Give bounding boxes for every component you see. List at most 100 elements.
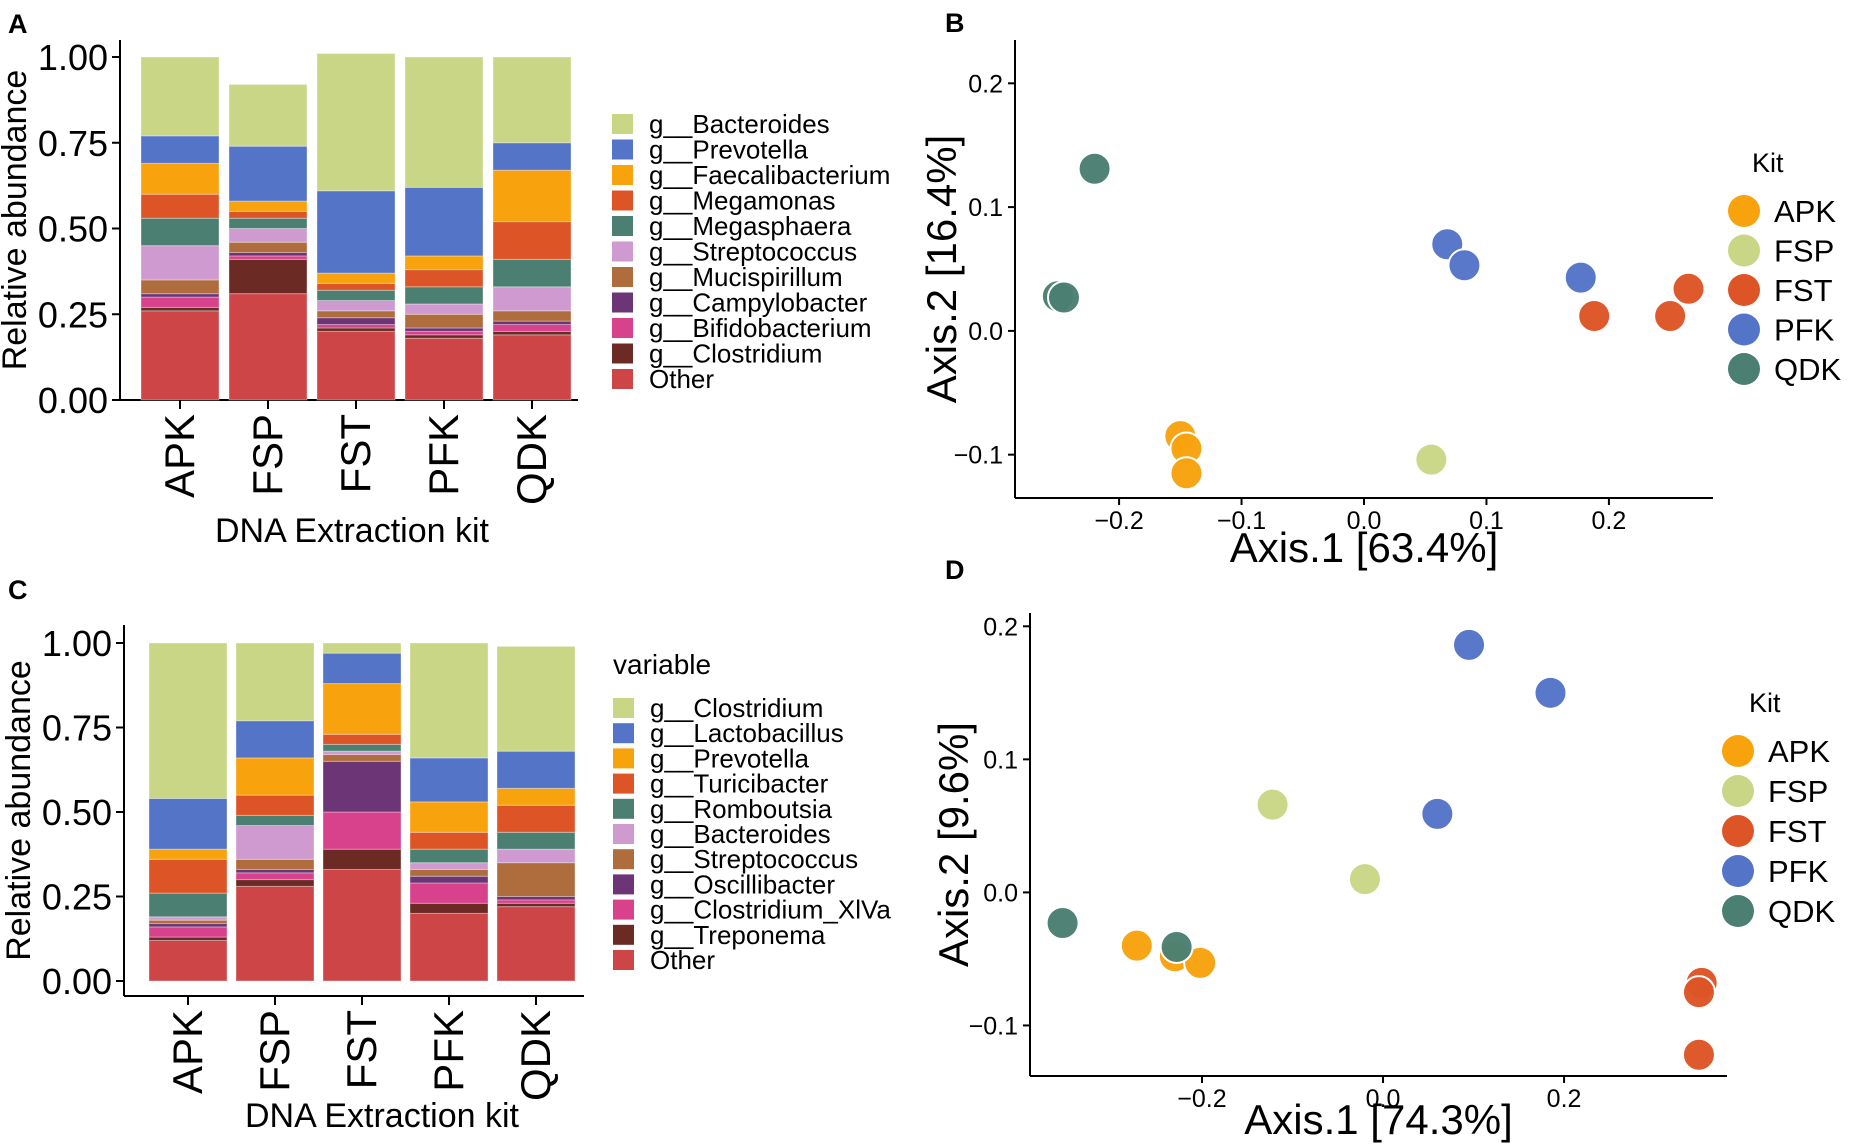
bar-segment bbox=[409, 757, 489, 803]
legend-swatch bbox=[613, 723, 634, 744]
legend-label: PFK bbox=[1774, 313, 1835, 348]
scatter-point-fst bbox=[1577, 299, 1612, 334]
bar-segment bbox=[148, 939, 228, 982]
legend-swatch bbox=[612, 114, 633, 134]
scatter-point-pfk bbox=[1420, 796, 1455, 831]
y-tick-label: 0.00 bbox=[42, 961, 112, 1002]
bar-segment bbox=[316, 327, 396, 332]
scatter-point-fst bbox=[1681, 975, 1716, 1010]
bar-chart-c: 0.00 0.25 0.50 0.75 1.00 APK FSP FST PFK QDK Relat… bbox=[0, 623, 891, 1135]
bar-segment bbox=[496, 645, 576, 752]
bar-segment bbox=[496, 906, 576, 982]
bar-segment bbox=[404, 286, 484, 305]
legend-swatch bbox=[613, 773, 634, 794]
bar-segment bbox=[492, 221, 572, 260]
y-tick-label: 1.00 bbox=[38, 37, 108, 78]
bar-segment bbox=[316, 317, 396, 326]
scatter-point-apk bbox=[1169, 456, 1204, 491]
bar-segment bbox=[496, 804, 576, 833]
legend-label: FST bbox=[1774, 273, 1833, 308]
legend-label: g__Treponema bbox=[650, 920, 826, 950]
bar-segment bbox=[228, 210, 308, 219]
bar-segment bbox=[316, 282, 396, 291]
legend-label: APK bbox=[1768, 734, 1830, 769]
scatter-point-apk bbox=[1183, 945, 1218, 980]
x-tick-label: QDK bbox=[508, 414, 555, 505]
legend-swatch bbox=[612, 343, 633, 364]
x-axis-title: Axis.1 [63.4%] bbox=[1230, 524, 1498, 571]
bar-segment bbox=[492, 142, 572, 171]
legend-label: g__Oscillibacter bbox=[650, 869, 835, 899]
bar-segment bbox=[404, 327, 484, 332]
bar-segment bbox=[235, 642, 315, 722]
bar-segment bbox=[235, 794, 315, 816]
bar-segment bbox=[409, 848, 489, 864]
scatter-point-fst bbox=[1653, 299, 1688, 334]
scatter-point-fst bbox=[1671, 271, 1706, 306]
x-tick-label: 0.2 bbox=[1547, 1085, 1582, 1113]
y-tick-label: 0.75 bbox=[42, 708, 112, 749]
x-axis-title: DNA Extraction kit bbox=[215, 512, 490, 550]
bar-segment bbox=[322, 848, 402, 870]
x-tick-label: PFK bbox=[425, 1010, 472, 1092]
bar-segment bbox=[140, 56, 220, 137]
bar-segment bbox=[148, 926, 228, 938]
scatter-point-pfk bbox=[1447, 248, 1482, 283]
x-tick-label: 0.0 bbox=[1366, 1085, 1401, 1113]
bar-segment bbox=[404, 330, 484, 336]
bar-segment bbox=[228, 258, 308, 295]
bar-segment bbox=[404, 255, 484, 271]
legend-swatch bbox=[612, 369, 633, 389]
bar-segment bbox=[235, 868, 315, 874]
bar-segment bbox=[492, 324, 572, 332]
legend-title: Kit bbox=[1749, 688, 1781, 718]
y-tick-label: 0.50 bbox=[38, 209, 108, 250]
x-tick-label: PFK bbox=[420, 414, 467, 496]
bar-segment bbox=[496, 831, 576, 850]
x-tick-label: −0.2 bbox=[1177, 1085, 1226, 1113]
legend-swatch bbox=[613, 748, 634, 769]
scatter-point-pfk bbox=[1533, 675, 1568, 710]
scatter-point-pfk bbox=[1563, 260, 1598, 295]
legend-label: g__Megamonas bbox=[649, 186, 835, 216]
legend-label: g__Streptococcus bbox=[649, 237, 857, 267]
bar-segment bbox=[228, 241, 308, 254]
bar-segment bbox=[140, 296, 220, 308]
legend-swatch bbox=[613, 950, 634, 970]
legend-label: g__Lactobacillus bbox=[650, 718, 844, 748]
panel-label-d: D bbox=[945, 555, 965, 585]
bar-segment bbox=[316, 272, 396, 284]
bar-segment bbox=[228, 217, 308, 230]
legend-dot-qdk bbox=[1728, 353, 1760, 385]
x-axis-title: Axis.1 [74.3%] bbox=[1244, 1096, 1512, 1143]
bar-segment bbox=[140, 193, 220, 219]
legend-label: g__Streptococcus bbox=[650, 844, 858, 874]
scatter-point-pfk bbox=[1452, 627, 1487, 662]
bar-segment bbox=[228, 252, 308, 257]
scatter-plot-b: −0.2 −0.1 0.0 0.1 0.2 −0.1 0.0 0.1 0.2 Axis.2 [16… bbox=[918, 40, 1842, 571]
legend-label: g__Megasphaera bbox=[649, 211, 852, 241]
bar-segment bbox=[140, 162, 220, 195]
scatter-point-qdk bbox=[1077, 151, 1112, 186]
y-tick-label: 0.2 bbox=[983, 613, 1018, 641]
bar-segment bbox=[235, 720, 315, 759]
bar-segment bbox=[404, 56, 484, 188]
scatter-plot-d: −0.2 0.0 0.2 −0.1 0.0 0.1 0.2 Axis.2 [9.6%] Axis… bbox=[930, 613, 1836, 1143]
bar-segment bbox=[316, 300, 396, 312]
scatter-point-fsp bbox=[1255, 787, 1290, 822]
bar-segment bbox=[404, 303, 484, 315]
bar-segment bbox=[235, 872, 315, 881]
legend-swatch bbox=[612, 190, 633, 211]
bar-segment bbox=[492, 330, 572, 336]
legend-label: g__Prevotella bbox=[649, 135, 809, 165]
bar-segment bbox=[148, 848, 228, 860]
bar-segment bbox=[322, 868, 402, 982]
legend-label: g__Prevotella bbox=[650, 743, 810, 773]
legend-swatch bbox=[613, 899, 634, 920]
legend-label: g__Clostridium bbox=[649, 339, 822, 369]
y-tick-label: 0.50 bbox=[42, 792, 112, 833]
legend-label: g__Clostridium_XlVa bbox=[650, 895, 891, 925]
bar-segment bbox=[492, 169, 572, 223]
legend-swatch bbox=[612, 139, 633, 160]
bar-segment bbox=[140, 135, 220, 164]
